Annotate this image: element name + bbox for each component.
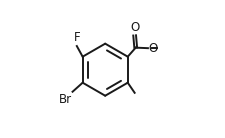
Text: O: O — [129, 21, 139, 34]
Text: O: O — [148, 42, 157, 55]
Text: F: F — [73, 31, 80, 44]
Text: Br: Br — [58, 93, 71, 106]
